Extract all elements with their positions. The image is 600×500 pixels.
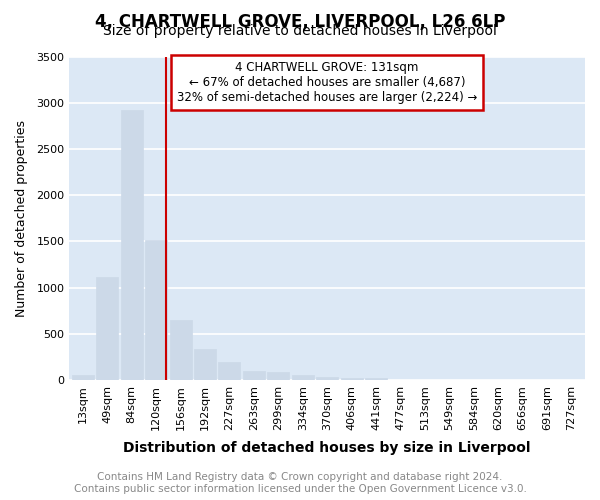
Bar (341, 378, 362, 380)
Bar (218, 362, 241, 380)
Bar (121, 110, 143, 380)
Y-axis label: Number of detached properties: Number of detached properties (15, 120, 28, 316)
Bar (170, 320, 191, 380)
X-axis label: Distribution of detached houses by size in Liverpool: Distribution of detached houses by size … (124, 441, 531, 455)
Bar (267, 372, 289, 380)
Text: Size of property relative to detached houses in Liverpool: Size of property relative to detached ho… (103, 24, 497, 38)
Text: 4 CHARTWELL GROVE: 131sqm
← 67% of detached houses are smaller (4,687)
32% of se: 4 CHARTWELL GROVE: 131sqm ← 67% of detac… (177, 62, 478, 104)
Bar (365, 378, 387, 380)
Bar (145, 240, 167, 380)
Bar (96, 278, 118, 380)
Text: 4, CHARTWELL GROVE, LIVERPOOL, L26 6LP: 4, CHARTWELL GROVE, LIVERPOOL, L26 6LP (95, 12, 505, 30)
Text: Contains HM Land Registry data © Crown copyright and database right 2024.
Contai: Contains HM Land Registry data © Crown c… (74, 472, 526, 494)
Bar (292, 375, 314, 380)
Bar (72, 376, 94, 380)
Bar (194, 350, 216, 380)
Bar (243, 370, 265, 380)
Bar (316, 378, 338, 380)
